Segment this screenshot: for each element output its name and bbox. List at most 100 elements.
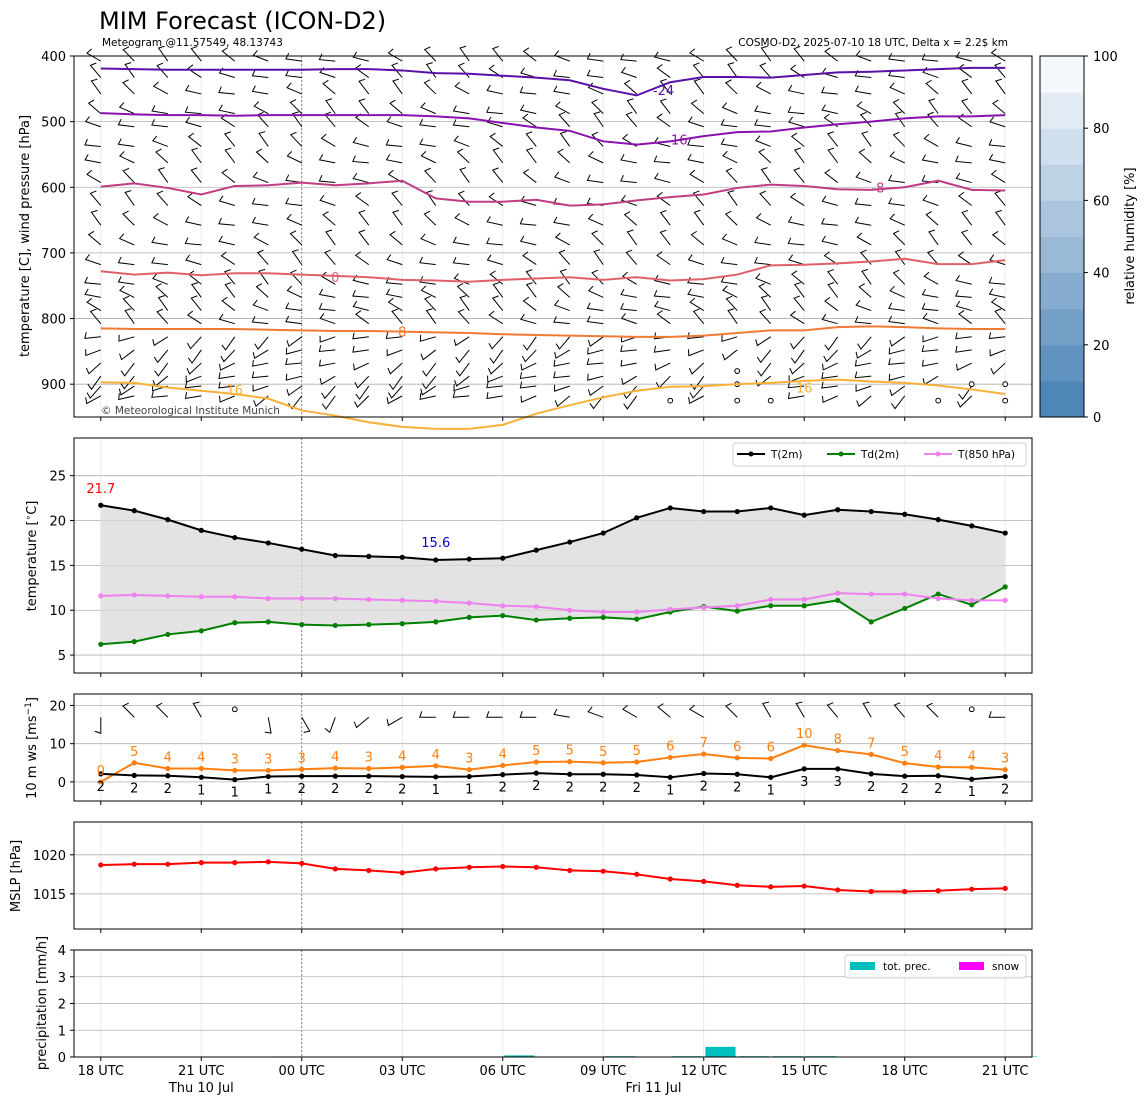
mslp-point [600,868,606,874]
upper-air-wind-barb [152,336,169,347]
upper-air-wind-barb [625,111,638,128]
upper-air-wind-barb [354,395,370,408]
t850hpa-point [500,603,506,609]
upper-air-wind-barb [187,132,202,147]
wind-10m-barb [893,702,906,718]
upper-air-wind-barb [620,345,637,353]
gust-value-label: 4 [398,749,406,764]
upper-air-wind-barb [354,64,370,78]
colorbar-level [1040,200,1084,237]
upper-air-wind-barb [894,249,906,265]
wind-10m-barb [301,717,311,733]
upper-air-wind-barb [861,131,872,147]
gust-value-label: 7 [700,736,708,751]
mean-wind-value-label: 2 [398,783,406,798]
colorbar-level [1040,164,1084,201]
upper-air-wind-barb [988,153,1006,164]
upper-air-wind-barb [989,254,1006,266]
upper-air-wind-barb [994,190,1006,206]
temperature-contour-labels: -24 -16 -8 0 8 16 16 [227,84,885,398]
upper-air-wind-barb [219,395,235,403]
upper-air-wind-barb [386,254,403,266]
mslp-point [466,864,472,870]
upper-air-calm-markers [667,368,1009,404]
upper-air-wind-barb [888,347,905,355]
colorbar-ticks: 0 20 40 60 80 100 [1084,50,1118,426]
upper-air-wind-barb [821,104,838,115]
upper-air-wind-barb [420,102,436,115]
upper-air-wind-barb [187,270,202,285]
upper-air-wind-barb [988,288,1006,298]
upper-air-wind-barb [721,102,738,115]
mean-wind-point [366,773,372,779]
upper-air-wind-barb [251,316,269,325]
upper-air-wind-barb [354,375,370,389]
upper-air-wind-barb [389,99,403,115]
upper-air-wind-barb [419,334,436,342]
wind-10m-barb [264,717,272,734]
wind-10m-barb [988,711,1006,718]
upper-air-wind-barb [420,349,437,361]
upper-air-wind-barb [520,67,537,79]
gust-value-label: 7 [867,736,875,751]
td2m-line [100,586,1006,646]
upper-air-wind-barb [218,313,235,325]
upper-air-wind-barb [352,155,369,164]
upper-air-wind-barb [854,316,872,325]
upper-air-wind-barb [85,395,102,405]
upper-air-wind-barb [692,190,705,206]
legend-t2m: T(2m) [770,449,803,461]
t2m-point [399,554,405,560]
upper-air-wind-barb [593,249,604,265]
upper-air-wind-barb [591,230,604,246]
upper-air-wind-barb [355,385,370,400]
gust-value-label: 8 [834,733,842,748]
upper-air-wind-barb [692,308,705,324]
upper-air-wind-barb [84,288,101,298]
upper-air-wind-barb [385,332,403,340]
upper-air-wind-barb [285,373,302,381]
upper-air-wind-barb [258,131,269,147]
mslp-point [935,888,941,894]
upper-air-wind-barb [990,48,1006,62]
wind-ylabel: 10 m ws [ms−1] [24,697,40,799]
mean-wind-point [902,773,908,779]
x-tick-label: 21 UTC [178,1064,224,1079]
mean-wind-value-label: 2 [633,781,641,796]
upper-air-wind-barb [256,249,269,265]
upper-air-wind-barb [291,111,303,128]
upper-air-wind-barb [889,336,906,347]
upper-air-wind-barb [519,235,537,246]
upper-air-wind-barb [285,69,302,79]
colorbar-level [1040,236,1084,274]
wind-10m-barb [553,708,570,718]
temperature-ylabel: temperature [∘C] [24,501,40,612]
upper-air-wind-barb [653,51,671,62]
upper-air-wind-barb [85,349,101,357]
upper-air-wind-barb [455,362,470,377]
upper-air-wind-barb [724,210,738,226]
upper-air-wind-barb [725,46,738,62]
mslp-point [332,866,338,872]
x-tick-label: 03 UTC [379,1064,425,1079]
upper-air-wind-barb [152,375,169,387]
upper-air-wind-barb [488,336,504,350]
upper-air-wind-barb [687,288,704,298]
td2m-point [902,605,908,612]
upper-air-wind-barb [120,362,135,377]
wind-10m-barb [826,702,839,718]
gust-point [1002,767,1008,773]
upper-air-wind-barb [587,385,604,397]
gust-value-label: 5 [566,744,574,759]
upper-air-wind-barb [621,375,637,386]
upper-air-wind-barb [84,276,101,285]
upper-air-wind-barb [687,154,704,164]
contour-3-line [100,257,1006,283]
wind-10m-barb [94,717,102,734]
upper-air-wind-barb [854,359,872,367]
y-tick-label: 2 [58,998,66,1013]
colorbar-tick-label: 100 [1093,50,1118,65]
upper-air-wind-barb [285,347,302,355]
upper-air-wind-barb [722,349,738,361]
upper-air-wind-barb [319,195,336,207]
